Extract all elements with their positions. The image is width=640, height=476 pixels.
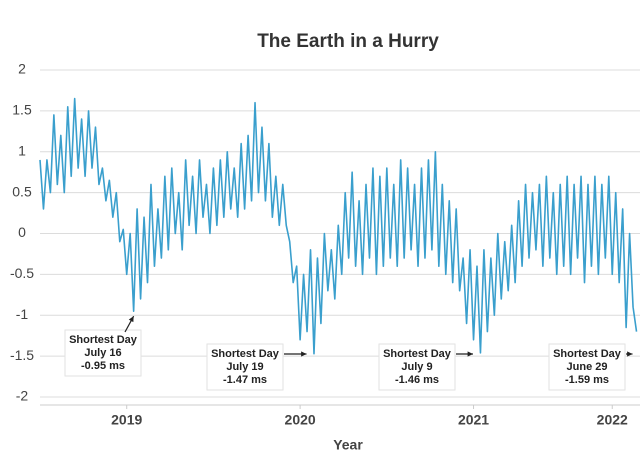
annotation-box	[206, 343, 284, 391]
x-tick-label: 2022	[597, 412, 628, 428]
annotation-text: Shortest Day	[69, 334, 138, 346]
annotation-text: June 29	[567, 361, 608, 373]
annotation-text: -1.47 ms	[223, 374, 267, 386]
arrow-head	[627, 351, 633, 357]
chart-title: The Earth in a Hurry	[257, 31, 439, 52]
annotation-text: July 19	[226, 361, 263, 373]
data-line	[39, 97, 638, 355]
y-tick-label: -1.5	[10, 347, 34, 363]
annotation-text: July 9	[401, 361, 432, 373]
y-tick-label: -1	[16, 306, 29, 322]
x-tick-label: 2020	[285, 412, 316, 428]
annotation-box	[548, 343, 626, 391]
x-tick-label: 2019	[111, 412, 142, 428]
annotation-text: Shortest Day	[553, 348, 622, 360]
annotation-box	[64, 329, 142, 377]
annotation-text: Shortest Day	[383, 348, 452, 360]
arrow-head	[301, 351, 307, 357]
y-tick-label: 2	[18, 61, 26, 77]
x-tick-label: 2021	[458, 412, 489, 428]
y-tick-label: 0	[18, 224, 26, 240]
annotation-text: -1.59 ms	[565, 374, 609, 386]
annotation-box	[378, 343, 456, 391]
y-tick-label: 0.5	[12, 183, 32, 199]
y-tick-label: 1.5	[12, 102, 32, 118]
y-tick-label: -0.5	[10, 265, 34, 281]
annotation-text: -1.46 ms	[395, 374, 439, 386]
x-axis-title: Year	[333, 437, 363, 453]
arrow-head	[467, 351, 473, 357]
arrow-head	[128, 316, 134, 323]
annotation-text: -0.95 ms	[81, 360, 125, 372]
annotation-text: Shortest Day	[211, 348, 280, 360]
y-tick-label: 1	[18, 142, 26, 158]
y-tick-label: -2	[16, 388, 29, 404]
annotation-text: July 16	[84, 347, 121, 359]
